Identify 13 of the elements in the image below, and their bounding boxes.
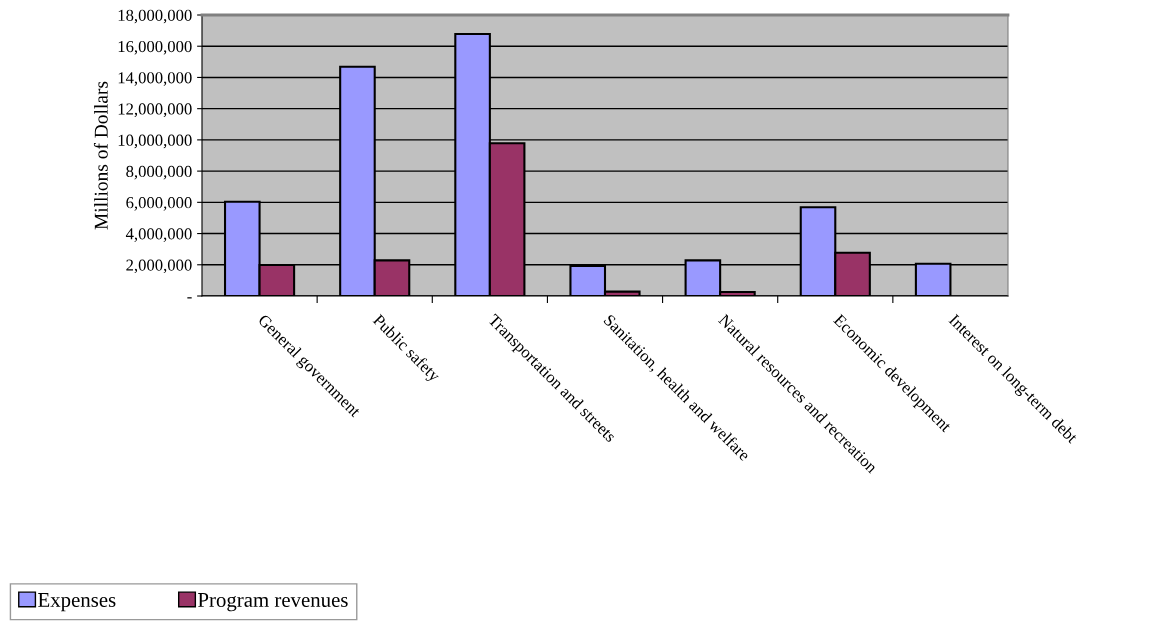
y-tick-label: 10,000,000 [118,134,192,149]
y-tick-label: 8,000,000 [126,165,192,180]
y-tick-label: 18,000,000 [118,9,192,24]
y-tick-label: 12,000,000 [118,103,192,118]
y-axis-title: Millions of Dollars [93,81,108,230]
y-tick-label: 2,000,000 [126,259,192,274]
y-tick-label: 6,000,000 [126,197,192,211]
y-tick-label: 4,000,000 [125,228,192,242]
y-tick-label: 14,000,000 [118,72,192,86]
legend-label: Program revenues [198,593,348,612]
y-tick-label: - [187,297,192,299]
y-tick-label: 16,000,000 [118,40,192,55]
legend-label: Expenses [38,593,116,612]
